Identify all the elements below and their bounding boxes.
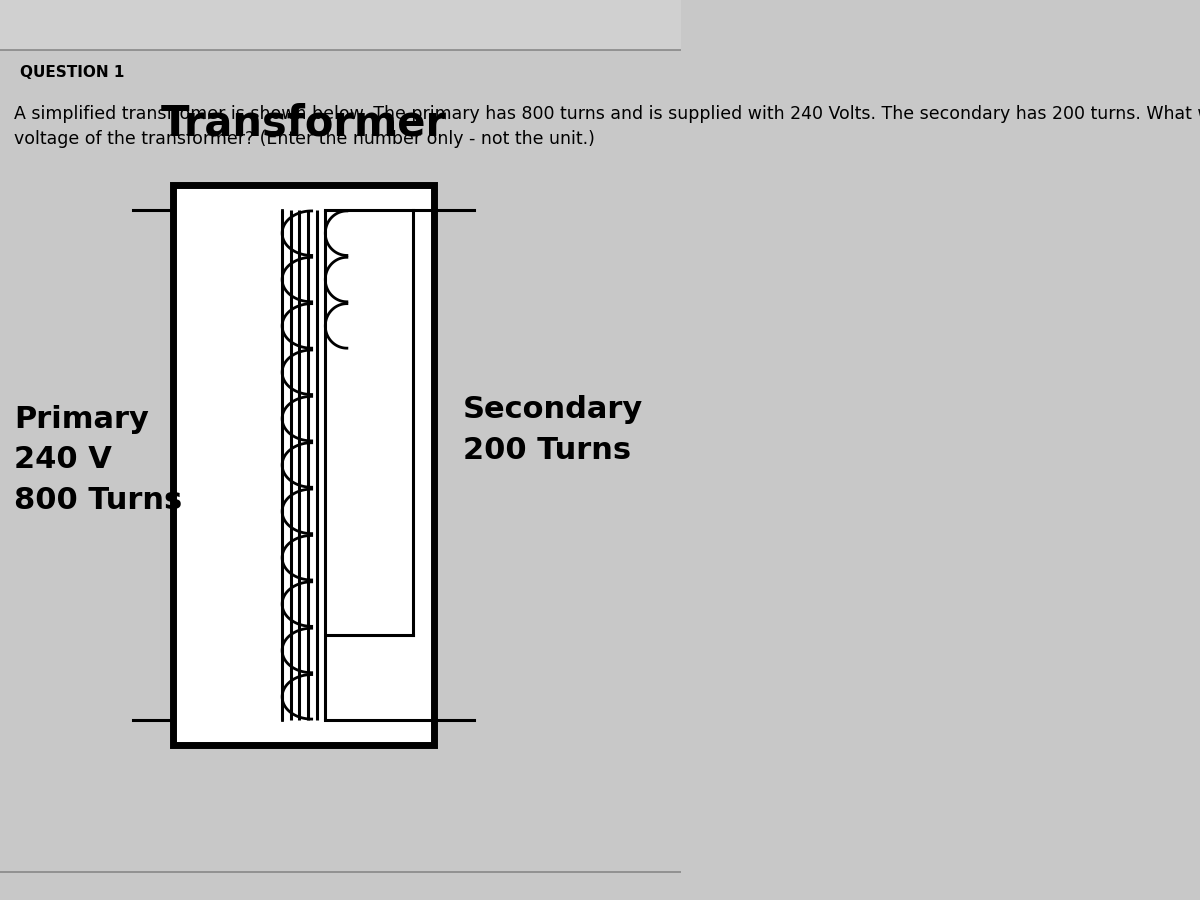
Bar	[173, 185, 434, 745]
Text: Primary
240 V
800 Turns: Primary 240 V 800 Turns	[14, 405, 182, 515]
Bar	[0, 0, 682, 50]
Text: Secondary
200 Turns: Secondary 200 Turns	[463, 395, 643, 464]
Text: Transformer: Transformer	[161, 103, 446, 145]
Text: A simplified transfromer is shown below. The primary has 800 turns and is suppli: A simplified transfromer is shown below.…	[14, 105, 1200, 148]
Bar	[173, 185, 434, 745]
Text: QUESTION 1: QUESTION 1	[20, 65, 125, 80]
